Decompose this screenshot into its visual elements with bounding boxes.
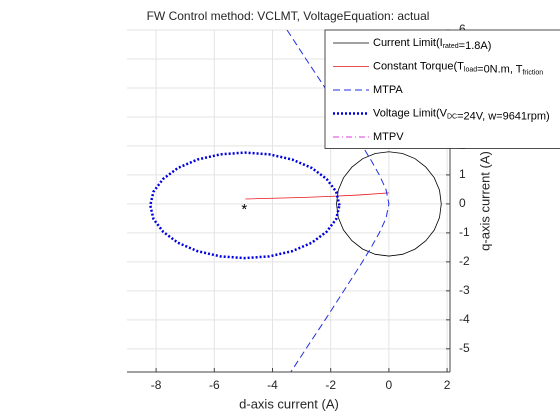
legend-text: Voltage Limit(V — [373, 107, 448, 119]
x-tick-label: -6 — [209, 378, 220, 392]
x-tick-label: 2 — [444, 378, 451, 392]
legend-label: MTPA — [373, 84, 403, 96]
legend-text: =0N.m, T — [477, 63, 523, 75]
legend-label: Current Limit(Irated=1.8A) — [373, 37, 491, 52]
x-axis-label: d-axis current (A) — [239, 396, 339, 411]
legend-box — [324, 29, 560, 149]
y-tick-label: -1 — [459, 225, 470, 239]
center-marker: * — [241, 201, 247, 218]
legend-text: Constant Torque(T — [373, 60, 464, 72]
y-axis-label: q-axis current (A) — [477, 151, 492, 251]
legend-subscript: friction — [522, 69, 543, 76]
legend-label: Voltage Limit(VDC=24V, w=9641rpm) — [373, 107, 550, 122]
y-tick-label: 0 — [459, 196, 466, 210]
series-line — [245, 192, 389, 200]
legend: Current Limit(Irated=1.8A) Constant Torqu… — [324, 29, 560, 149]
y-tick-label: 6 — [459, 22, 466, 36]
x-tick-label: -4 — [267, 378, 278, 392]
series-line — [148, 151, 341, 260]
legend-subscript: DC — [447, 113, 457, 120]
legend-label: MTPV — [373, 131, 404, 143]
legend-text: Current Limit(I — [373, 37, 443, 49]
series-line — [336, 151, 442, 257]
y-tick-label: -2 — [459, 254, 470, 268]
legend-text: MTPV — [373, 131, 404, 143]
grid — [127, 29, 450, 372]
y-tick-label: -4 — [459, 312, 470, 326]
legend-subscript: rated — [443, 43, 459, 50]
y-tick-label: 1 — [459, 167, 466, 181]
legend-subscript: load — [464, 66, 477, 73]
chart-title: FW Control method: VCLMT, VoltageEquatio… — [147, 9, 430, 23]
legend-text: =24V, w=9641rpm) — [457, 110, 550, 122]
legend-text: =1.8A) — [459, 40, 492, 52]
x-tick-label: 0 — [386, 378, 393, 392]
legend-label: Constant Torque(Tload=0N.m, Tfriction — [373, 60, 543, 76]
y-tick-label: -3 — [459, 283, 470, 297]
legend-text: MTPA — [373, 84, 403, 96]
y-tick-label: -5 — [459, 341, 470, 355]
x-tick-label: -2 — [325, 378, 336, 392]
x-tick-label: -8 — [151, 378, 162, 392]
